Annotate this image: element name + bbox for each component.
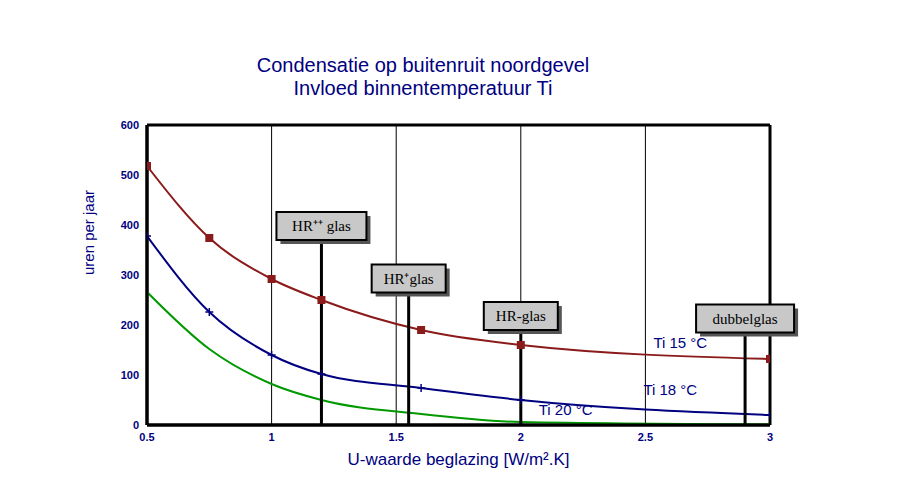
- html-text:Condensatie op buitenruit noor: Condensatie op buitenruit noordgevel: [256, 54, 590, 76]
- svg-text:1.5: 1.5: [389, 431, 404, 443]
- svg-text:100: 100: [121, 369, 139, 381]
- svg-text:2: 2: [518, 431, 524, 443]
- svg-text:HR⁺⁺ glas: HR⁺⁺ glas: [292, 218, 351, 234]
- svg-text:600: 600: [121, 119, 139, 131]
- svg-text:uren per jaar: uren per jaar: [80, 190, 97, 275]
- html-text:Invloed binnentemperatuur Ti: Invloed binnentemperatuur Ti: [293, 77, 553, 99]
- svg-text:2.5: 2.5: [638, 431, 653, 443]
- svg-text:3: 3: [767, 431, 773, 443]
- svg-text:200: 200: [121, 319, 139, 331]
- svg-text:dubbelglas: dubbelglas: [713, 311, 778, 327]
- svg-text:HR⁺glas: HR⁺glas: [384, 271, 434, 287]
- svg-text:500: 500: [121, 169, 139, 181]
- svg-text:0.5: 0.5: [139, 431, 154, 443]
- svg-text:0: 0: [133, 419, 139, 431]
- svg-text:Ti 15 °C: Ti 15 °C: [653, 334, 707, 351]
- svg-text:400: 400: [121, 219, 139, 231]
- svg-text:HR-glas: HR-glas: [496, 308, 546, 324]
- svg-text:300: 300: [121, 269, 139, 281]
- svg-text:1: 1: [269, 431, 275, 443]
- svg-text:Ti 18 °C: Ti 18 °C: [643, 381, 697, 398]
- svg-text:Ti 20 °C: Ti 20 °C: [539, 401, 593, 418]
- svg-text:U-waarde beglazing [W/m².K]: U-waarde beglazing [W/m².K]: [347, 450, 569, 469]
